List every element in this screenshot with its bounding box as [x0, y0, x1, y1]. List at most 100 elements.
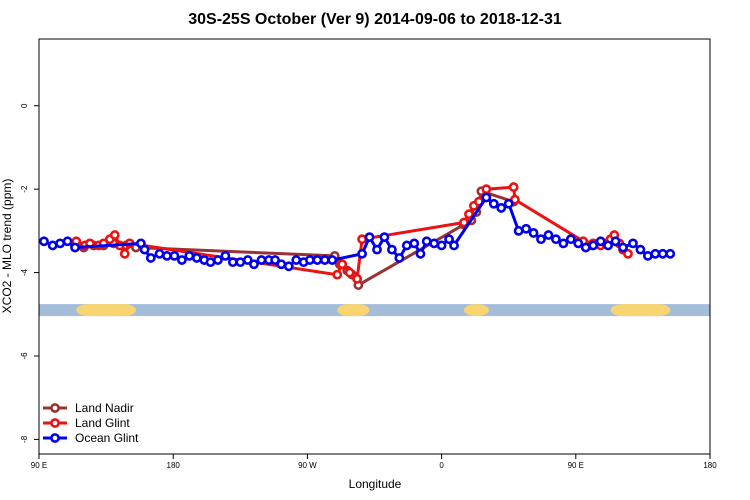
- data-point: [565, 234, 576, 245]
- data-point: [580, 242, 591, 253]
- data-point: [394, 253, 405, 263]
- data-point: [386, 244, 397, 255]
- data-point: [304, 255, 315, 265]
- data-point: [657, 248, 668, 259]
- data-point: [242, 255, 253, 265]
- data-point: [319, 255, 330, 265]
- data-point: [444, 234, 454, 245]
- data-point: [379, 232, 390, 243]
- data-point: [536, 234, 546, 245]
- x-tick-label: 90 W: [298, 461, 317, 470]
- data-point: [436, 240, 447, 251]
- data-point: [39, 236, 49, 247]
- data-point: [429, 238, 440, 249]
- data-point: [610, 236, 621, 247]
- data-point: [62, 236, 73, 247]
- land-band-segment: [463, 304, 489, 317]
- data-point: [337, 259, 348, 270]
- legend-item: Land Nadir: [43, 401, 134, 415]
- data-point: [357, 234, 367, 245]
- data-point: [169, 250, 180, 261]
- data-point: [344, 267, 355, 278]
- data-point: [205, 257, 216, 268]
- legend-marker: [50, 433, 60, 443]
- data-point: [291, 255, 302, 265]
- y-tick-label: -6: [20, 352, 29, 360]
- data-point: [162, 250, 172, 261]
- data-point: [256, 255, 267, 265]
- data-point: [481, 192, 492, 203]
- data-point: [70, 242, 80, 253]
- data-point: [312, 255, 323, 265]
- data-point: [176, 255, 187, 265]
- x-tick-label: 0: [439, 461, 444, 470]
- data-point: [623, 248, 633, 259]
- data-point: [139, 244, 150, 255]
- x-axis-label: Longitude: [349, 477, 402, 491]
- data-point: [464, 209, 474, 220]
- y-tick-label: -4: [20, 268, 29, 276]
- x-axis: 90 E 180 90 W 0 90 E 180: [31, 454, 717, 470]
- data-point: [145, 253, 156, 263]
- y-tick-label: -8: [20, 435, 29, 443]
- data-point: [528, 228, 539, 238]
- data-point: [270, 255, 280, 265]
- legend-label: Land Glint: [75, 416, 130, 430]
- data-point: [119, 248, 130, 259]
- x-tick-label: 90 E: [568, 461, 584, 470]
- data-point: [357, 248, 367, 259]
- data-point: [481, 184, 492, 195]
- data-point: [352, 273, 363, 284]
- x-tick-label: 90 E: [31, 461, 47, 470]
- data-point: [521, 223, 531, 234]
- legend-label: Ocean Glint: [75, 431, 139, 445]
- data-point: [191, 253, 202, 263]
- data-point: [213, 255, 223, 265]
- data-point: [249, 259, 259, 270]
- chart-title: 30S-25S October (Ver 9) 2014-09-06 to 20…: [188, 11, 562, 28]
- y-axis-label: XCO2 - MLO trend (ppm): [0, 179, 14, 314]
- data-point: [558, 238, 569, 249]
- data-point: [372, 244, 382, 255]
- data-point: [415, 248, 426, 259]
- land-ocean-band: [39, 304, 710, 317]
- data-point: [503, 198, 514, 209]
- legend-marker: [50, 418, 60, 428]
- data-point: [227, 257, 238, 268]
- legend-marker: [50, 403, 60, 413]
- land-band-segment: [76, 304, 136, 317]
- data-point: [184, 250, 195, 261]
- data-point: [496, 203, 507, 213]
- data-point: [220, 250, 231, 261]
- plot-frame: [38, 38, 711, 455]
- data-point: [449, 240, 459, 251]
- y-tick-label: 0: [20, 103, 29, 108]
- data-point: [595, 236, 606, 247]
- data-point: [618, 242, 628, 253]
- data-point: [55, 238, 66, 249]
- ocean-band: [39, 304, 710, 317]
- data-point: [551, 234, 561, 245]
- land-band-segment: [337, 304, 370, 317]
- data-point: [650, 248, 661, 259]
- data-point: [508, 182, 519, 192]
- data-point: [235, 257, 246, 268]
- x-tick-label: 180: [703, 461, 717, 470]
- legend-label: Land Nadir: [75, 401, 134, 415]
- data-point: [109, 230, 120, 240]
- data-point: [459, 217, 469, 228]
- legend-item: Ocean Glint: [43, 431, 139, 445]
- x-tick-label: 180: [167, 461, 181, 470]
- data-point: [154, 248, 165, 259]
- series-layer: [39, 182, 676, 290]
- data-point: [327, 255, 338, 265]
- data-point: [409, 238, 420, 249]
- data-point: [513, 225, 524, 236]
- data-point: [401, 240, 412, 251]
- data-point: [603, 240, 614, 251]
- data-point: [635, 244, 646, 255]
- data-point: [510, 194, 520, 205]
- data-point: [421, 236, 432, 247]
